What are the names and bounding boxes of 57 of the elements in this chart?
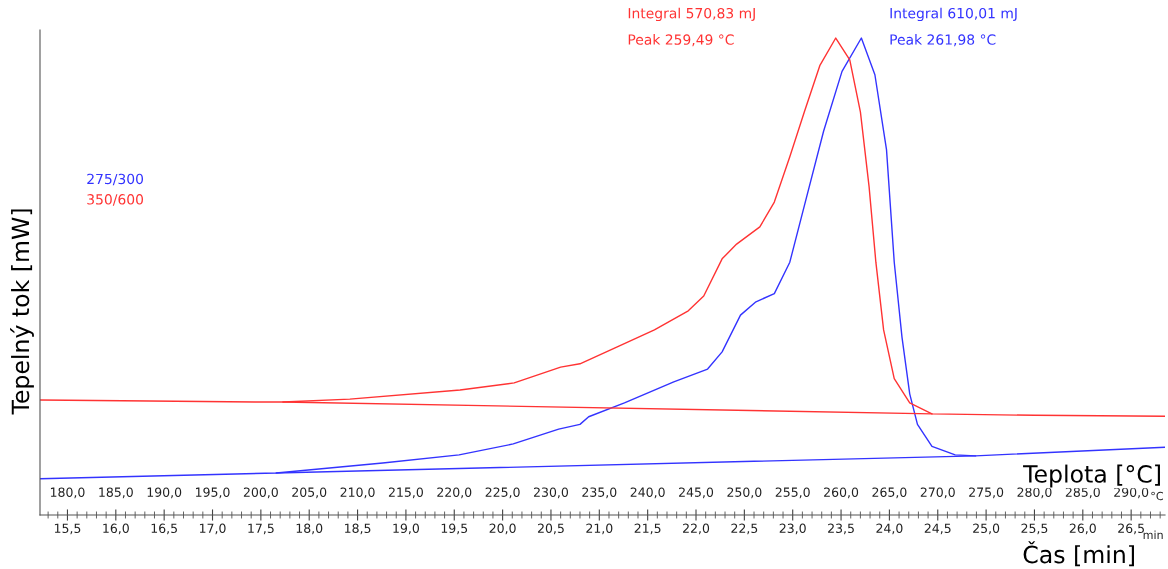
x-tick-label: 220,0: [437, 487, 472, 499]
x2-tick-label: 21,5: [634, 523, 661, 535]
x2-tick-label: 15,5: [54, 523, 81, 535]
x2-tick-label: 18,5: [345, 523, 371, 535]
x-tick-label: 265,0: [872, 487, 907, 499]
x-tick-label: 245,0: [679, 487, 714, 499]
x-tick-label: 195,0: [195, 487, 230, 499]
x-tick-label: 270,0: [920, 487, 955, 499]
annotation: Peak 261,98 °C: [890, 34, 996, 47]
x2-tick-label: 20,5: [537, 523, 564, 535]
text: Integral 570,83 mJ: [628, 7, 755, 22]
x-tick-label: 255,0: [775, 487, 810, 499]
annotation: Peak 259,49 °C: [628, 34, 734, 47]
x-tick-label: 210,0: [340, 487, 375, 499]
x-tick-label: 205,0: [292, 487, 327, 499]
x-tick-label: 290,0: [1114, 487, 1149, 499]
x-tick-label: 280,0: [1017, 487, 1052, 499]
x-tick-label: 200,0: [243, 487, 278, 499]
x-tick-label: 215,0: [388, 487, 423, 499]
x-tick-label: 250,0: [727, 487, 762, 499]
x2-tick-label: 21,0: [586, 523, 613, 535]
x2-tick-label: 16,5: [151, 523, 177, 535]
x-tick-label: 235,0: [582, 487, 617, 499]
y-axis-title: Tepelný tok [mW]: [10, 209, 34, 415]
x-axis-title: Teplota [°C]: [1023, 464, 1160, 488]
x2-tick-label: 19,5: [441, 523, 468, 535]
text: 350/600: [87, 194, 144, 206]
annotation: °C: [1151, 491, 1164, 501]
x2-tick-label: 22,0: [683, 523, 710, 535]
x-tick-label: 240,0: [630, 487, 665, 499]
x2-tick-label: 18,0: [296, 523, 323, 535]
x-tick-label: 260,0: [824, 487, 859, 499]
x2-tick-label: 26,5: [1118, 523, 1144, 535]
x-tick-label: 190,0: [147, 487, 182, 499]
x-tick-label: 285,0: [1065, 487, 1100, 499]
x-tick-label: 225,0: [485, 487, 520, 499]
x-tick-label: 275,0: [969, 487, 1004, 499]
text: min: [1143, 530, 1163, 539]
x2-tick-label: 17,0: [199, 523, 226, 535]
text: Integral 610,01 mJ: [890, 7, 1017, 22]
x-tick-label: 180,0: [50, 487, 85, 499]
x2-tick-label: 20,0: [489, 523, 516, 535]
x2-tick-label: 23,0: [779, 523, 806, 535]
x2-tick-label: 25,5: [1021, 523, 1048, 535]
text: 275/300: [87, 173, 144, 186]
x2-tick-label: 22,5: [731, 523, 758, 535]
x2-tick-label: 26,0: [1069, 523, 1096, 535]
x2-tick-label: 23,5: [828, 523, 854, 535]
x2-tick-label: 16,0: [103, 523, 129, 535]
x-tick-label: 185,0: [99, 487, 133, 499]
x2-tick-label: 19,0: [393, 523, 419, 535]
x2-tick-label: 24,5: [924, 523, 951, 535]
x2-tick-label: 17,5: [248, 523, 274, 535]
x-tick-label: 230,0: [533, 487, 569, 499]
x2-axis-title: Čas [min]: [1023, 541, 1134, 567]
x2-tick-label: 25,0: [973, 523, 1000, 535]
x2-tick-label: 24,0: [876, 523, 903, 535]
